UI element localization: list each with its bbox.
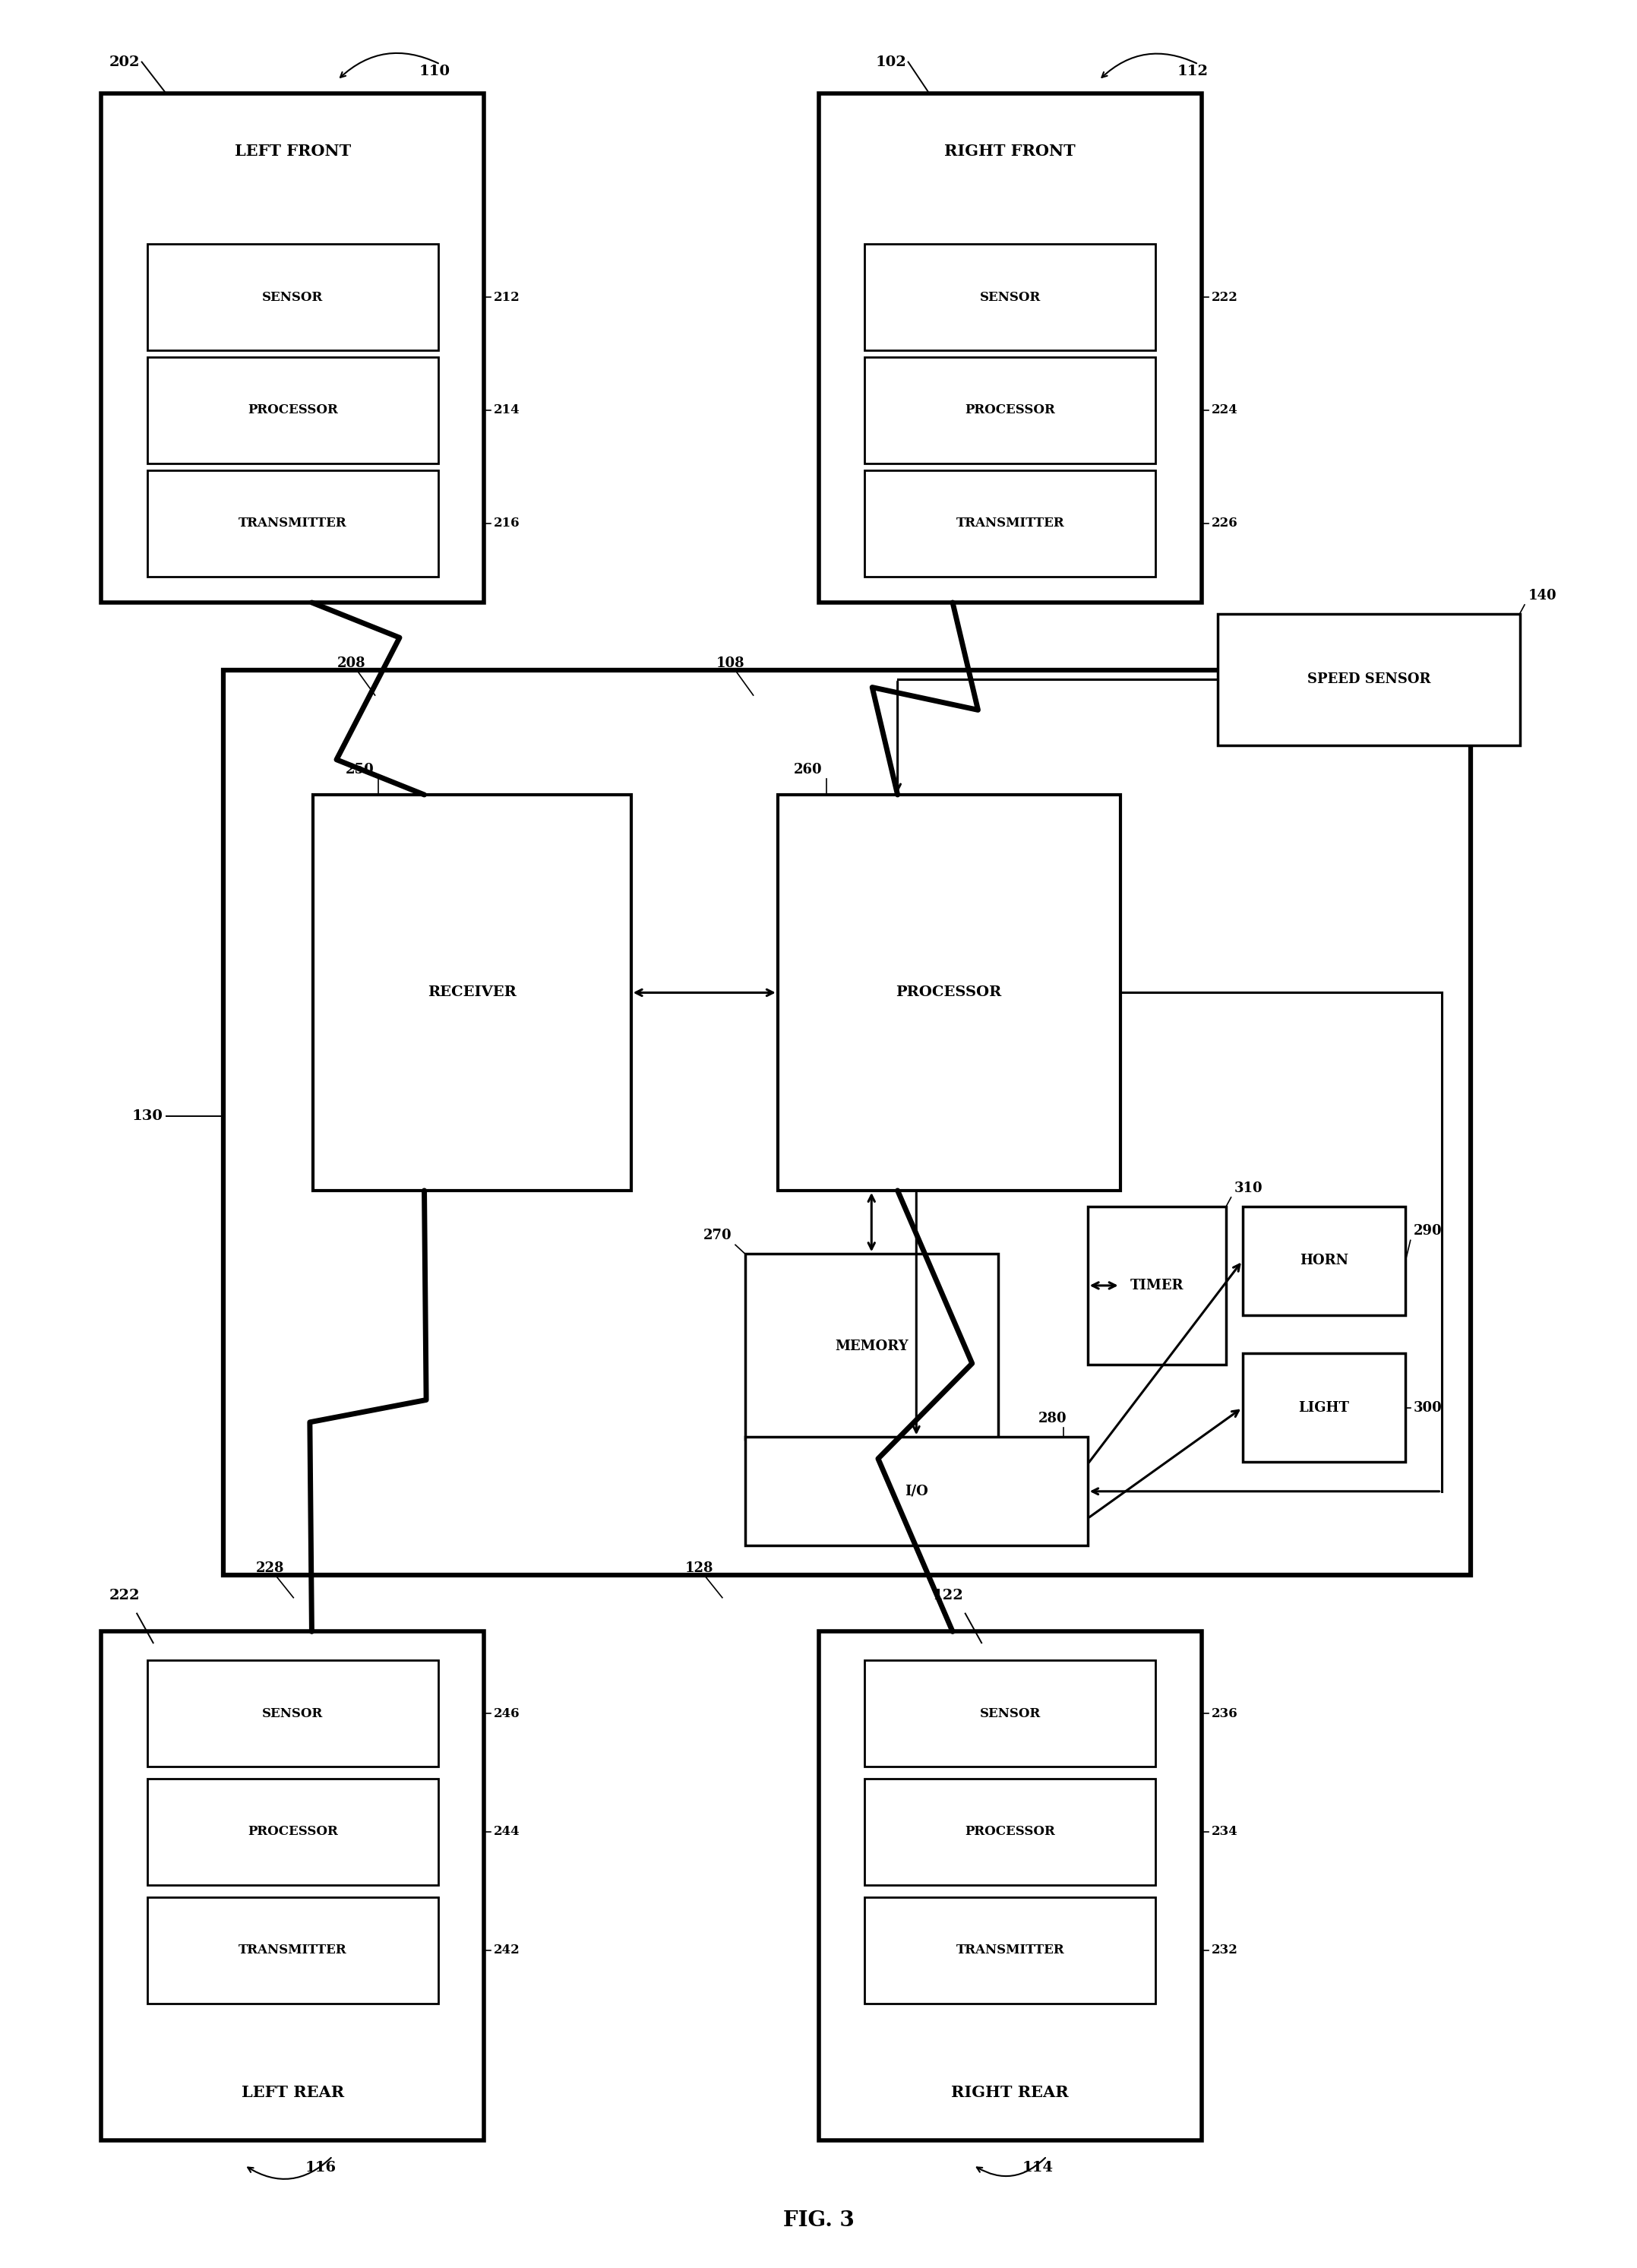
Text: TRANSMITTER: TRANSMITTER [956,517,1064,531]
Text: LEFT REAR: LEFT REAR [241,2084,344,2100]
Bar [778,794,1120,1191]
Bar [864,1660,1156,1767]
Bar [101,1631,485,2141]
Bar [745,1254,999,1440]
Text: 244: 244 [494,1826,521,1837]
Text: 234: 234 [1211,1826,1238,1837]
Text: 280: 280 [1038,1413,1067,1427]
Text: 108: 108 [715,658,745,671]
Text: RIGHT REAR: RIGHT REAR [951,2084,1069,2100]
Text: 130: 130 [133,1109,164,1123]
Text: 310: 310 [1234,1182,1262,1195]
Bar [1087,1207,1226,1365]
Text: 114: 114 [1023,2161,1054,2175]
Bar [1242,1207,1406,1315]
Text: 216: 216 [494,517,521,531]
Bar [1242,1354,1406,1463]
Text: LIGHT: LIGHT [1298,1402,1349,1415]
Text: PROCESSOR: PROCESSOR [964,404,1056,417]
Text: 110: 110 [419,64,450,77]
Text: 212: 212 [494,290,521,304]
Text: RECEIVER: RECEIVER [427,987,516,1000]
Bar [864,245,1156,349]
Bar [147,245,439,349]
Text: 112: 112 [1177,64,1208,77]
Text: SENSOR: SENSOR [979,1708,1041,1719]
Text: 226: 226 [1211,517,1238,531]
Text: 122: 122 [933,1588,964,1601]
Text: 128: 128 [684,1560,714,1574]
Text: PROCESSOR: PROCESSOR [964,1826,1056,1837]
Bar [745,1438,1087,1545]
Text: 300: 300 [1414,1402,1442,1415]
Bar [818,1631,1202,2141]
Text: SPEED SENSOR: SPEED SENSOR [1306,674,1431,687]
Text: PROCESSOR: PROCESSOR [247,404,337,417]
Text: 290: 290 [1414,1225,1442,1238]
Text: LEFT FRONT: LEFT FRONT [234,143,350,159]
Text: 250: 250 [345,762,375,776]
Text: SENSOR: SENSOR [979,290,1041,304]
Bar [313,794,630,1191]
Bar [864,469,1156,576]
Text: 222: 222 [110,1588,139,1601]
Text: SENSOR: SENSOR [262,1708,322,1719]
Text: 202: 202 [110,54,139,68]
Text: PROCESSOR: PROCESSOR [247,1826,337,1837]
Bar [147,469,439,576]
Bar [864,1778,1156,1885]
Text: 116: 116 [304,2161,336,2175]
Text: 222: 222 [1211,290,1238,304]
Text: FIG. 3: FIG. 3 [782,2211,855,2232]
Bar [223,671,1470,1574]
Bar [864,1896,1156,2003]
Text: TIMER: TIMER [1130,1279,1184,1293]
Text: 246: 246 [494,1708,521,1719]
Bar [147,1896,439,2003]
Text: 140: 140 [1527,590,1557,603]
Text: 224: 224 [1211,404,1238,417]
Text: TRANSMITTER: TRANSMITTER [239,1944,347,1957]
Bar [101,93,485,603]
Text: 242: 242 [494,1944,521,1957]
Text: TRANSMITTER: TRANSMITTER [239,517,347,531]
Text: I/O: I/O [905,1486,928,1499]
Bar [147,1778,439,1885]
Bar [1218,615,1519,744]
Text: 232: 232 [1211,1944,1238,1957]
Text: 214: 214 [494,404,521,417]
Bar [147,1660,439,1767]
Bar [147,356,439,463]
Text: 260: 260 [794,762,823,776]
Text: MEMORY: MEMORY [835,1340,909,1354]
Bar [818,93,1202,603]
Text: 270: 270 [704,1229,732,1243]
Text: RIGHT FRONT: RIGHT FRONT [945,143,1076,159]
Text: 102: 102 [876,54,907,68]
Bar [864,356,1156,463]
Text: HORN: HORN [1300,1254,1349,1268]
Text: 228: 228 [255,1560,285,1574]
Text: SENSOR: SENSOR [262,290,322,304]
Text: 208: 208 [337,658,367,671]
Text: PROCESSOR: PROCESSOR [895,987,1002,1000]
Text: TRANSMITTER: TRANSMITTER [956,1944,1064,1957]
Text: 236: 236 [1211,1708,1238,1719]
